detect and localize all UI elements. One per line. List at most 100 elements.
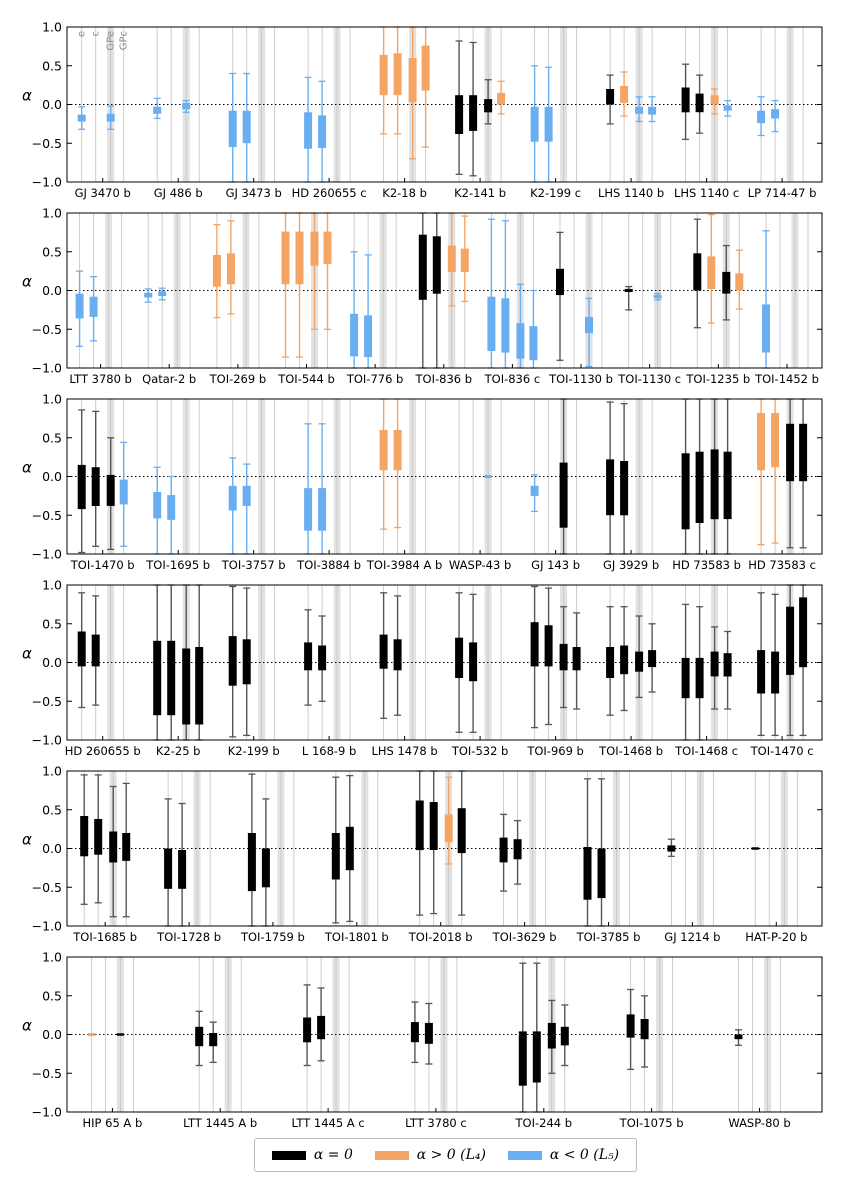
box — [247, 833, 256, 892]
planet-label: TOI-2018 b — [408, 930, 473, 944]
legend-item-l5: α < 0 (L₅) — [507, 1147, 619, 1163]
box — [693, 253, 702, 291]
legend-label-null: α = 0 — [313, 1147, 353, 1163]
box — [597, 848, 606, 899]
box — [261, 848, 270, 888]
panel-4: HD 260655 b K2-25 b K2-199 b L 168-9 b LHS 1… — [22, 578, 823, 758]
box — [734, 1034, 743, 1040]
box — [455, 637, 464, 678]
box — [195, 647, 204, 725]
y-tick-label: −1.0 — [32, 361, 62, 376]
box — [91, 634, 100, 667]
panel-5: TOI-1685 b TOI-1728 b TOI-1759 b TOI-1801 b… — [22, 764, 823, 944]
box — [497, 92, 506, 105]
panel-2: LTT 3780 b Qatar-2 b TOI-269 b TOI-544 b TOI… — [22, 206, 823, 386]
box — [119, 479, 128, 505]
box — [624, 288, 633, 292]
box — [710, 651, 719, 677]
legend: α = 0 α > 0 (L₄) α < 0 (L₅) — [254, 1138, 637, 1172]
box — [606, 89, 615, 105]
box — [212, 254, 221, 287]
box — [94, 819, 103, 855]
box — [424, 1022, 433, 1044]
box — [304, 112, 313, 149]
box — [513, 839, 522, 860]
box — [281, 231, 290, 285]
box — [681, 87, 690, 113]
box — [455, 95, 464, 134]
box — [228, 485, 237, 511]
y-tick-label: 1.0 — [42, 20, 62, 35]
box — [771, 651, 780, 694]
model-label: c — [91, 31, 102, 37]
box — [606, 459, 615, 516]
planet-label: TOI-836 b — [415, 372, 473, 386]
box — [707, 256, 716, 289]
y-tick-label: 0.5 — [42, 430, 62, 445]
planet-label: LTT 3780 c — [405, 1116, 467, 1130]
y-tick-label: −0.5 — [32, 1066, 62, 1081]
box — [379, 54, 388, 96]
y-tick-label: −0.5 — [32, 322, 62, 337]
planet-label: LHS 1140 b — [598, 186, 664, 200]
box — [295, 231, 304, 285]
box — [318, 115, 327, 148]
planet-label: TOI-836 c — [484, 372, 541, 386]
box — [585, 316, 593, 334]
planet-label: TOI-1470 c — [750, 744, 814, 758]
box — [304, 488, 313, 531]
box — [606, 647, 615, 678]
axes-frame — [66, 26, 823, 183]
planet-label: GJ 143 b — [531, 558, 580, 572]
box — [167, 495, 176, 520]
box — [432, 236, 441, 294]
legend-item-null: α = 0 — [271, 1147, 353, 1163]
box — [393, 53, 402, 96]
box — [77, 114, 86, 122]
planet-label: TOI-269 b — [209, 372, 267, 386]
panel-1: GJ 3470 b GJ 486 b GJ 3473 b HD 260655 c K2-… — [22, 20, 823, 200]
box — [158, 291, 167, 296]
box — [681, 453, 690, 530]
box — [635, 106, 644, 114]
y-axis-label: α — [22, 459, 32, 477]
box — [331, 833, 340, 880]
box — [144, 292, 153, 298]
planet-label: TOI-969 b — [526, 744, 584, 758]
box — [242, 110, 251, 144]
model-label: e — [77, 31, 88, 37]
box — [518, 1031, 527, 1086]
axes-frame — [66, 398, 823, 555]
box — [242, 639, 251, 685]
planet-label: TOI-1075 b — [619, 1116, 684, 1130]
box — [762, 304, 770, 353]
box — [695, 451, 704, 523]
box — [460, 248, 469, 272]
box — [710, 449, 719, 520]
planet-label: GJ 3470 b — [75, 186, 131, 200]
box — [530, 106, 539, 142]
model-label: GPc — [119, 31, 130, 50]
box — [408, 58, 417, 103]
planet-label: TOI-1452 b — [754, 372, 819, 386]
planet-label: TOI-1235 b — [685, 372, 750, 386]
y-tick-label: 1.0 — [42, 764, 62, 779]
box — [771, 109, 780, 119]
box — [317, 1015, 326, 1040]
box — [723, 653, 732, 677]
planet-label: K2-25 b — [156, 744, 201, 758]
planet-label: L 168-9 b — [302, 744, 356, 758]
planet-label: TOI-1468 b — [598, 744, 663, 758]
planet-label: TOI-1130 b — [548, 372, 613, 386]
box — [757, 650, 766, 694]
planet-label: TOI-3785 b — [576, 930, 641, 944]
legend-swatch-l5 — [507, 1150, 542, 1160]
box — [444, 814, 453, 843]
y-tick-label: 0.0 — [42, 283, 62, 298]
box — [345, 826, 354, 871]
planet-label: TOI-1468 c — [674, 744, 738, 758]
box — [648, 650, 657, 668]
box — [710, 95, 719, 105]
planet-label: K2-199 c — [530, 186, 581, 200]
planet-label: GJ 3473 b — [226, 186, 282, 200]
